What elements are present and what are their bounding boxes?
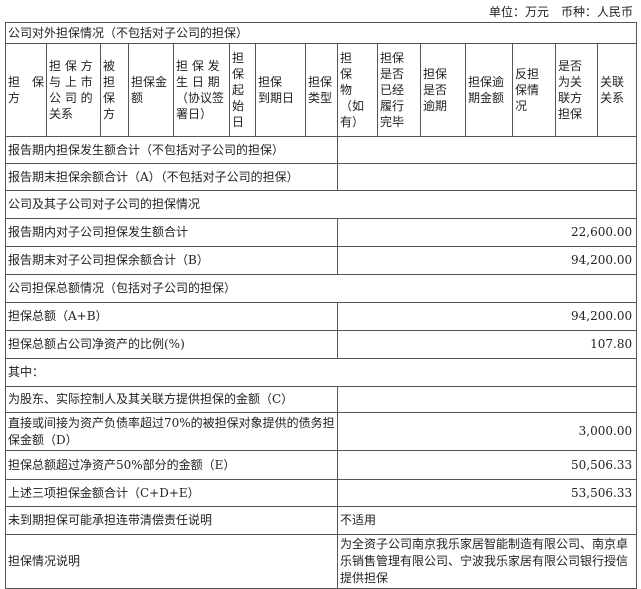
header-row: 担 保 方担 保 方 与 上 市 公 司 的 关系 被担 保方 担保金 额担 保 发… (5, 43, 638, 137)
table-row: 报告期内担保发生额合计（不包括对子公司的担保） (5, 136, 638, 164)
table-row: 其中： (4, 358, 638, 387)
column-header: 担保 是否 逾期 (420, 43, 466, 137)
row-label: 上述三项担保金额合计（C+D+E） (5, 479, 338, 507)
row-value: 53,506.33 (336, 479, 638, 507)
table-row: 为股东、实际控制人及其关联方提供担保的金额（C） (5, 386, 638, 413)
row-value: 94,200.00 (336, 302, 638, 331)
row-label: 报告期末对子公司担保余额合计（B） (5, 246, 338, 275)
row-label: 担保总额（A+B） (5, 302, 338, 331)
table-row: 报告期内对子公司担保发生额合计 22,600.00 (5, 218, 638, 247)
row-label: 未到期担保可能承担连带清偿责任说明 (5, 506, 338, 535)
section-heading: 公司及其子公司对子公司的担保情况 (4, 190, 638, 219)
table-row: 上述三项担保金额合计（C+D+E） 53,506.33 (5, 479, 638, 507)
table-row: 报告期末担保余额合计（A）（不包括对子公司的担保） (5, 163, 638, 191)
row-label: 担保情况说明 (5, 534, 338, 589)
table-row: 直接或间接为资产负债率超过70%的被担保对象提供的债务担保金额（D） 3,000.… (5, 412, 638, 451)
table-row: 未到期担保可能承担连带清偿责任说明 不适用 (5, 506, 638, 535)
section-heading: 公司担保总额情况（包括对子公司的担保） (4, 274, 638, 303)
column-header: 担保 是否 已经 履行 完毕 (377, 43, 421, 137)
table-row: 担保总额超过净资产50%部分的金额（E） 50,506.33 (5, 450, 638, 480)
row-label: 报告期末担保余额合计（A）（不包括对子公司的担保） (5, 163, 338, 191)
column-header: 担保逾 期金额 (465, 43, 513, 137)
unit-label: 单位：万元 币种：人民币 (488, 5, 633, 19)
column-header: 是否 为关 联方 担保 (555, 43, 598, 137)
row-value: 50,506.33 (336, 450, 638, 480)
row-value: 3,000.00 (336, 412, 638, 451)
row-value (336, 386, 638, 413)
column-header: 担保金 额 (128, 43, 174, 137)
table-row: 担保情况说明 为全资子公司南京我乐家居智能制造有限公司、南京卓乐销售管理有限公司、… (5, 534, 638, 589)
section-title: 公司对外担保情况（不包括对子公司的担保） (4, 22, 638, 44)
column-header: 担 保 方 与 上 市 公 司 的 关系 (46, 43, 101, 137)
column-header: 担 保 物（如 有） (337, 43, 378, 137)
row-label: 报告期内对子公司担保发生额合计 (5, 218, 338, 247)
column-header: 担 保 起 始 日 (229, 43, 256, 137)
section-heading: 其中： (4, 358, 638, 387)
row-value: 94,200.00 (336, 246, 638, 275)
row-label: 担保总额占公司净资产的比例(%) (5, 330, 338, 359)
row-label: 报告期内担保发生额合计（不包括对子公司的担保） (5, 136, 338, 164)
column-header: 被担 保方 (100, 43, 129, 137)
row-label: 为股东、实际控制人及其关联方提供担保的金额（C） (5, 386, 338, 413)
row-value: 为全资子公司南京我乐家居智能制造有限公司、南京卓乐销售管理有限公司、宁波我乐家居… (336, 534, 638, 589)
row-label: 担保总额超过净资产50%部分的金额（E） (5, 450, 338, 480)
column-header: 担保 到期日 (255, 43, 306, 137)
row-value (336, 136, 638, 164)
table-row: 担保总额（A+B） 94,200.00 (5, 302, 638, 331)
table-row: 担保总额占公司净资产的比例(%) 107.80 (5, 330, 638, 359)
row-label: 直接或间接为资产负债率超过70%的被担保对象提供的债务担保金额（D） (5, 412, 338, 451)
row-value: 107.80 (336, 330, 638, 359)
column-header: 关联 关系 (596, 43, 638, 137)
row-value (336, 163, 638, 191)
table-row: 公司及其子公司对子公司的担保情况 (4, 190, 638, 219)
column-header: 反担 保情 况 (512, 43, 556, 137)
column-header: 担保 类型 (305, 43, 338, 137)
column-header: 担 保 方 (5, 43, 47, 137)
table-row: 公司担保总额情况（包括对子公司的担保） (4, 274, 638, 303)
guarantee-table: 公司对外担保情况（不包括对子公司的担保） 担 保 方担 保 方 与 上 市 公 … (4, 22, 638, 589)
column-header: 担 保 发 生 日 期 （协议签 署日） (173, 43, 230, 137)
row-value: 22,600.00 (336, 218, 638, 247)
table-row: 报告期末对子公司担保余额合计（B） 94,200.00 (5, 246, 638, 275)
row-value: 不适用 (336, 506, 638, 535)
